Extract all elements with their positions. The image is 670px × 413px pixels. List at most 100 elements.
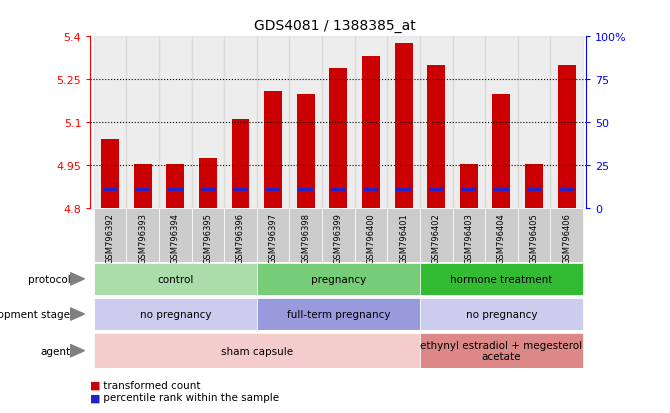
Bar [527, 189, 541, 191]
Text: development stage: development stage [0, 309, 70, 319]
Bar [330, 69, 347, 209]
Text: no pregnancy: no pregnancy [139, 309, 211, 319]
Bar [420, 263, 583, 295]
Text: GSM796395: GSM796395 [204, 213, 212, 263]
Bar [289, 209, 322, 262]
Bar [200, 189, 215, 191]
Text: GSM796405: GSM796405 [529, 213, 539, 263]
Bar [192, 209, 224, 262]
Bar [168, 189, 183, 191]
Text: no pregnancy: no pregnancy [466, 309, 537, 319]
Text: hormone treatment: hormone treatment [450, 274, 553, 284]
Polygon shape [70, 308, 84, 320]
Bar [94, 37, 127, 209]
Bar [94, 209, 127, 262]
Bar [257, 263, 420, 295]
Bar [298, 189, 313, 191]
Bar [420, 298, 583, 330]
Text: GSM796392: GSM796392 [105, 213, 115, 263]
Bar [289, 37, 322, 209]
Text: percentile rank within the sample: percentile rank within the sample [100, 392, 279, 402]
Bar [257, 298, 420, 330]
Text: GSM796399: GSM796399 [334, 213, 343, 263]
Bar [420, 333, 583, 368]
Text: pregnancy: pregnancy [311, 274, 366, 284]
Bar [420, 37, 452, 209]
Text: GSM796406: GSM796406 [562, 213, 572, 263]
Bar [159, 209, 192, 262]
Bar [199, 159, 217, 209]
Bar [395, 44, 413, 209]
Bar [485, 209, 518, 262]
Bar [462, 189, 476, 191]
Bar [452, 209, 485, 262]
Text: control: control [157, 274, 194, 284]
Bar [396, 189, 411, 191]
Bar [364, 189, 379, 191]
Text: GSM796397: GSM796397 [269, 213, 277, 264]
Text: ethynyl estradiol + megesterol
acetate: ethynyl estradiol + megesterol acetate [420, 340, 582, 362]
Bar [159, 37, 192, 209]
Bar [460, 164, 478, 209]
Bar [429, 189, 444, 191]
Bar [525, 164, 543, 209]
Bar [224, 209, 257, 262]
Text: protocol: protocol [27, 274, 70, 284]
Bar [166, 164, 184, 209]
Bar [135, 189, 150, 191]
Text: GSM796404: GSM796404 [497, 213, 506, 263]
Polygon shape [70, 344, 84, 357]
Bar [233, 189, 248, 191]
Bar [492, 94, 511, 209]
Bar [257, 209, 289, 262]
Bar [550, 209, 583, 262]
Text: GSM796393: GSM796393 [138, 213, 147, 264]
Bar [264, 91, 282, 209]
Bar [192, 37, 224, 209]
Text: agent: agent [40, 346, 70, 356]
Bar [518, 209, 550, 262]
Bar [452, 37, 485, 209]
Bar [322, 37, 354, 209]
Bar [103, 189, 117, 191]
Text: GSM796394: GSM796394 [171, 213, 180, 263]
Bar [550, 37, 583, 209]
Text: full-term pregnancy: full-term pregnancy [287, 309, 390, 319]
Bar [331, 189, 346, 191]
Text: GSM796402: GSM796402 [431, 213, 441, 263]
Text: GDS4081 / 1388385_at: GDS4081 / 1388385_at [254, 19, 416, 33]
Bar [420, 209, 452, 262]
Bar [297, 94, 315, 209]
Bar [559, 189, 574, 191]
Bar [224, 37, 257, 209]
Text: GSM796403: GSM796403 [464, 213, 473, 263]
Bar [354, 209, 387, 262]
Text: sham capsule: sham capsule [220, 346, 293, 356]
Bar [127, 37, 159, 209]
Bar [557, 66, 576, 209]
Bar [232, 120, 249, 209]
Bar [518, 37, 550, 209]
Text: ■: ■ [90, 380, 101, 390]
Text: GSM796396: GSM796396 [236, 213, 245, 264]
Text: GSM796400: GSM796400 [366, 213, 375, 263]
Bar [427, 66, 445, 209]
Text: transformed count: transformed count [100, 380, 201, 390]
Bar [266, 189, 281, 191]
Polygon shape [70, 273, 84, 285]
Bar [94, 333, 420, 368]
Bar [322, 209, 354, 262]
Bar [387, 209, 420, 262]
Text: GSM796401: GSM796401 [399, 213, 408, 263]
Text: GSM796398: GSM796398 [302, 213, 310, 264]
Bar [134, 164, 151, 209]
Bar [485, 37, 518, 209]
Bar [94, 263, 257, 295]
Bar [494, 189, 509, 191]
Bar [127, 209, 159, 262]
Text: ■: ■ [90, 392, 101, 402]
Bar [101, 140, 119, 209]
Bar [354, 37, 387, 209]
Bar [362, 57, 380, 209]
Bar [94, 298, 257, 330]
